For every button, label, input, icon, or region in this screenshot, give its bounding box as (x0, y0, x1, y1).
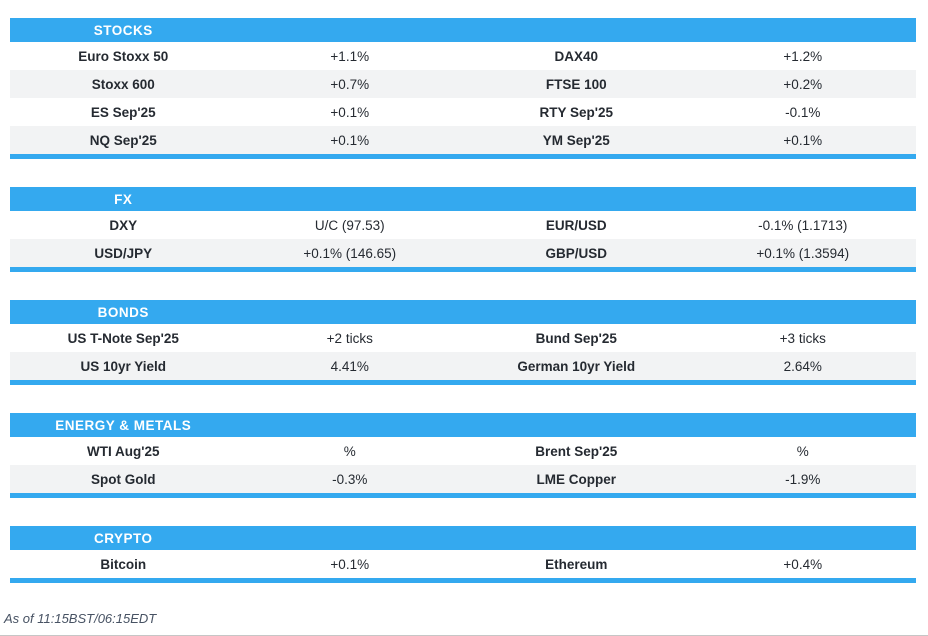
instrument-label: GBP/USD (545, 245, 607, 261)
instrument-label: ES Sep'25 (90, 104, 156, 120)
table-row: Bitcoin +0.1% Ethereum +0.4% (10, 550, 916, 578)
table-row: NQ Sep'25 +0.1% YM Sep'25 +0.1% (10, 126, 916, 154)
section-stocks: STOCKS Euro Stoxx 50 +1.1% DAX40 +1.2% Stoxx … (10, 18, 916, 159)
instrument-value: +2 ticks (326, 330, 373, 346)
table-row: ES Sep'25 +0.1% RTY Sep'25 -0.1% (10, 98, 916, 126)
section-title: CRYPTO (93, 530, 153, 546)
instrument-value: +0.1% (330, 104, 370, 120)
instrument-label: Brent Sep'25 (535, 443, 618, 459)
instrument-value: % (796, 443, 809, 459)
section-title: FX (114, 191, 133, 207)
instrument-label: German 10yr Yield (517, 358, 636, 374)
section-bonds: BONDS US T-Note Sep'25 +2 ticks Bund Sep'25… (10, 300, 916, 385)
instrument-value: +1.2% (783, 48, 823, 64)
instrument-value: -1.9% (785, 471, 821, 487)
section-title: STOCKS (93, 22, 153, 38)
table-row: Euro Stoxx 50 +1.1% DAX40 +1.2% (10, 42, 916, 70)
sections-container: STOCKS Euro Stoxx 50 +1.1% DAX40 +1.2% Stoxx … (10, 18, 916, 611)
table-row: WTI Aug'25% Brent Sep'25% (10, 437, 916, 465)
table-row: Spot Gold -0.3% LME Copper -1.9% (10, 465, 916, 493)
section-header: STOCKS (10, 18, 916, 42)
section-title: BONDS (97, 304, 149, 320)
instrument-value: -0.1% (785, 104, 821, 120)
instrument-value: -0.1% (1.1713) (758, 217, 848, 233)
instrument-label: FTSE 100 (545, 76, 607, 92)
instrument-value: +0.1% (330, 556, 370, 572)
instrument-value: +0.7% (330, 76, 370, 92)
instrument-label: USD/JPY (94, 245, 153, 261)
instrument-value: +0.4% (783, 556, 823, 572)
instrument-label: EUR/USD (545, 217, 607, 233)
section-header: FX (10, 187, 916, 211)
section-fx: FX DXY U/C (97.53) EUR/USD -0.1% (1.1713) USD… (10, 187, 916, 272)
instrument-label: LME Copper (536, 471, 617, 487)
section-header: ENERGY & METALS (10, 413, 916, 437)
instrument-label: NQ Sep'25 (89, 132, 157, 148)
instrument-label: DXY (109, 217, 138, 233)
instrument-label: Bitcoin (100, 556, 147, 572)
table-row: DXY U/C (97.53) EUR/USD -0.1% (1.1713) (10, 211, 916, 239)
instrument-value: +0.1% (330, 132, 370, 148)
instrument-label: Spot Gold (91, 471, 156, 487)
instrument-value: U/C (97.53) (314, 217, 385, 233)
instrument-value: +1.1% (330, 48, 370, 64)
instrument-label: WTI Aug'25 (87, 443, 160, 459)
instrument-value: +0.1% (1.3594) (756, 245, 850, 261)
section-title: ENERGY & METALS (55, 417, 192, 433)
instrument-value: 4.41% (330, 358, 369, 374)
instrument-label: Stoxx 600 (91, 76, 155, 92)
instrument-value: +0.2% (783, 76, 823, 92)
instrument-label: Bund Sep'25 (535, 330, 617, 346)
instrument-label: DAX40 (554, 48, 599, 64)
instrument-label: Ethereum (545, 556, 608, 572)
table-row: US T-Note Sep'25 +2 ticks Bund Sep'25 +3 ti… (10, 324, 916, 352)
instrument-label: Euro Stoxx 50 (78, 48, 169, 64)
table-row: USD/JPY +0.1% (146.65) GBP/USD +0.1% (1.359… (10, 239, 916, 267)
table-row: US 10yr Yield 4.41% German 10yr Yield 2.64% (10, 352, 916, 380)
instrument-label: YM Sep'25 (542, 132, 610, 148)
section-header: CRYPTO (10, 526, 916, 550)
instrument-value: 2.64% (783, 358, 822, 374)
instrument-value: % (343, 443, 356, 459)
instrument-value: -0.3% (332, 471, 368, 487)
instrument-label: US 10yr Yield (80, 358, 167, 374)
instrument-value: +0.1% (783, 132, 823, 148)
table-row: Stoxx 600 +0.7% FTSE 100 +0.2% (10, 70, 916, 98)
section-crypto: CRYPTO Bitcoin +0.1% Ethereum +0.4% (10, 526, 916, 583)
section-energy-metals: ENERGY & METALS WTI Aug'25% Brent Sep'25% S… (10, 413, 916, 498)
instrument-value: +3 ticks (779, 330, 826, 346)
section-header: BONDS (10, 300, 916, 324)
instrument-value: +0.1% (146.65) (303, 245, 397, 261)
instrument-label: RTY Sep'25 (539, 104, 614, 120)
instrument-label: US T-Note Sep'25 (67, 330, 179, 346)
as-of-timestamp: As of 11:15BST/06:15EDT (4, 611, 157, 626)
